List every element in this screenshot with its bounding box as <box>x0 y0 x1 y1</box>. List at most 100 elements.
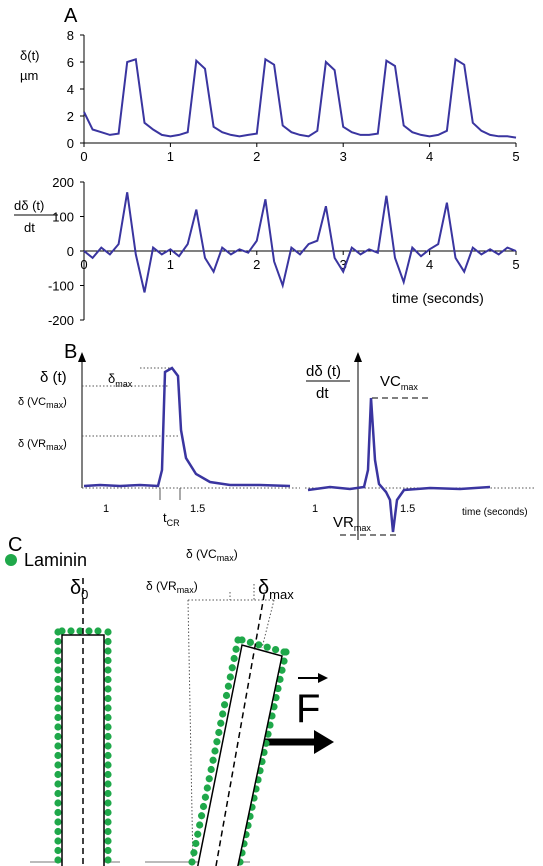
y-tick-label: 2 <box>67 109 74 124</box>
tick-label: 1.5 <box>190 503 205 515</box>
text: δ <box>70 577 81 599</box>
annotation: δ (VCmax) <box>186 547 238 563</box>
annotation: δ (VRmax) <box>146 579 198 595</box>
text: 0 <box>81 587 88 602</box>
laminin-dot <box>54 799 62 807</box>
y-tick-label: 100 <box>52 210 74 225</box>
laminin-dot <box>54 742 62 750</box>
annotation: VCmax <box>380 373 418 392</box>
text: δ (VC <box>18 396 46 408</box>
laminin-dot <box>278 666 286 674</box>
laminin-dot <box>104 685 112 693</box>
arrow-head <box>354 352 362 362</box>
x-tick-label: 0 <box>80 149 87 164</box>
text: max <box>354 523 372 533</box>
laminin-dot <box>104 808 112 817</box>
text: max <box>269 587 294 602</box>
text: max <box>177 585 195 595</box>
laminin-dot <box>188 858 196 866</box>
schematic-curve <box>307 397 491 533</box>
x-tick-label: 2 <box>253 149 260 164</box>
laminin-dot <box>104 789 112 798</box>
laminin-dot <box>104 818 112 826</box>
x-tick-label: 4 <box>426 149 433 164</box>
laminin-dot <box>104 732 112 741</box>
laminin-dot <box>54 732 62 741</box>
x-tick-label: 1 <box>167 149 174 164</box>
annotation: δmax <box>258 577 294 602</box>
x-tick-label: 5 <box>512 257 519 272</box>
guide <box>261 599 275 649</box>
panel-label: C <box>8 534 22 556</box>
laminin-dot <box>255 641 263 649</box>
text: δ (VR <box>146 579 177 593</box>
y-label: dδ (t) <box>14 198 44 213</box>
text: max <box>115 379 133 389</box>
laminin-dot <box>104 694 112 703</box>
laminin-dot <box>54 789 62 798</box>
data-line <box>83 192 517 293</box>
annotation: δ (VCmax) <box>18 396 67 410</box>
laminin-dot <box>280 657 288 665</box>
laminin-dot <box>104 780 112 788</box>
y-tick-label: 4 <box>67 82 74 97</box>
laminin-dot <box>54 761 62 769</box>
text: ) <box>234 547 238 561</box>
laminin-dot <box>246 638 254 647</box>
laminin-dot <box>54 685 62 693</box>
panel-b: B δ (t) δmax δ (VCmax) δ (VRmax) 1 tCR 1… <box>18 341 535 540</box>
y-tick-label: 200 <box>52 175 74 190</box>
axis-line <box>215 589 266 866</box>
laminin-dot <box>67 627 75 635</box>
laminin-dot <box>104 723 112 731</box>
laminin-dot <box>54 656 62 665</box>
laminin-dot <box>94 627 102 635</box>
text: ) <box>194 579 198 593</box>
laminin-dot <box>213 738 221 746</box>
laminin-dot <box>230 654 238 663</box>
laminin-dot <box>222 691 231 700</box>
laminin-dot <box>54 751 62 760</box>
laminin-dot <box>203 784 211 792</box>
laminin-dot <box>104 827 112 836</box>
laminin-dot <box>58 627 66 635</box>
laminin-dot <box>54 808 62 817</box>
y-tick-label: 8 <box>67 28 74 43</box>
laminin-dot <box>54 647 62 655</box>
y-label: dt <box>316 385 329 402</box>
laminin-dot <box>104 751 112 760</box>
laminin-dot <box>54 694 62 703</box>
laminin-dot <box>104 742 112 750</box>
arrow-head <box>78 352 86 362</box>
y-label: µm <box>20 68 38 83</box>
legend-label: Laminin <box>24 550 87 570</box>
laminin-dot <box>54 704 62 712</box>
laminin-dot <box>217 719 225 727</box>
text: VC <box>380 373 401 390</box>
laminin-dot <box>232 645 240 653</box>
laminin-dot <box>201 793 210 801</box>
laminin-dot <box>238 636 246 644</box>
text: δ <box>258 577 269 599</box>
laminin-dot <box>280 648 288 656</box>
laminin-dot <box>104 704 112 712</box>
x-tick-label: 2 <box>253 257 260 272</box>
laminin-dot <box>220 701 229 709</box>
laminin-dot <box>263 643 271 651</box>
laminin-dot <box>85 627 93 635</box>
vector-arrow-head <box>318 673 328 683</box>
panel-c: C Laminin δ0 δ (VCmax) δ (VRmax) δmax F <box>5 534 334 866</box>
x-tick-label: 1 <box>167 257 174 272</box>
guide <box>187 599 194 866</box>
laminin-dot <box>205 775 213 783</box>
schematic-curve <box>83 366 291 488</box>
force-arrow-head <box>314 730 334 754</box>
data-line <box>83 57 517 139</box>
laminin-dot <box>192 839 200 848</box>
laminin-dot <box>54 637 62 646</box>
laminin-dot <box>54 666 62 674</box>
y-tick-label: 0 <box>67 244 74 259</box>
laminin-dot <box>194 830 202 838</box>
laminin-dot <box>104 713 112 722</box>
x-tick-label: 3 <box>340 257 347 272</box>
